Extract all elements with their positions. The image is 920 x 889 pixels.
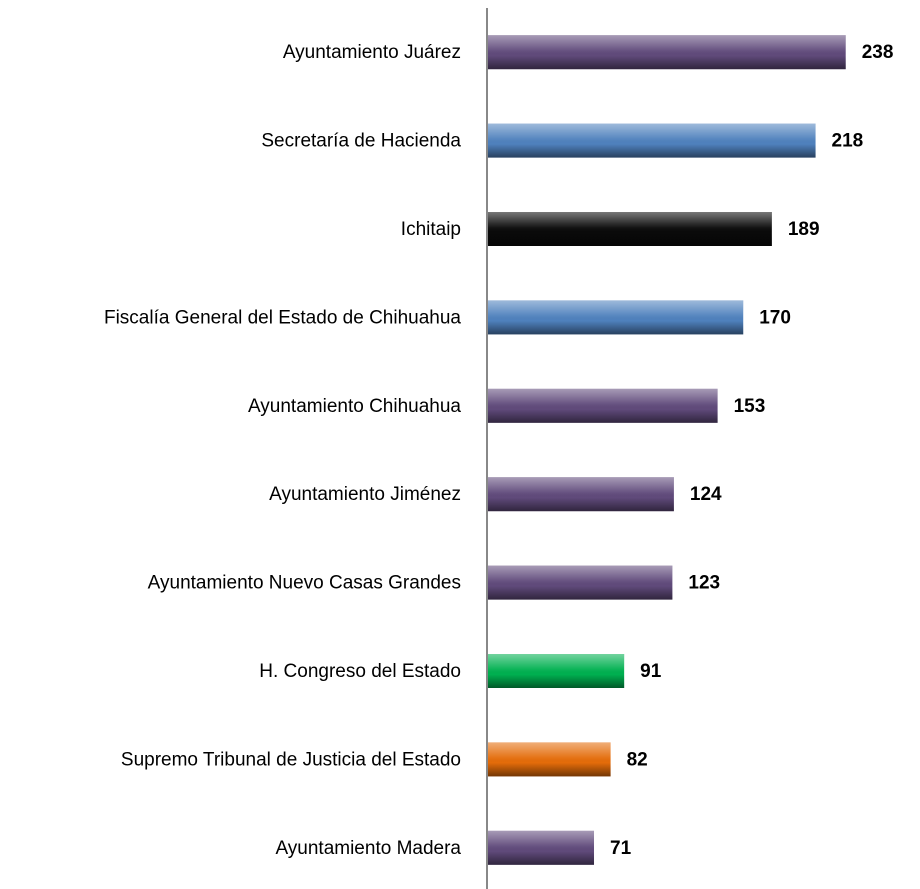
category-label: H. Congreso del Estado xyxy=(259,661,461,682)
category-label: Secretaría de Hacienda xyxy=(261,131,461,152)
value-label: 71 xyxy=(610,838,632,859)
value-label: 238 xyxy=(862,42,894,63)
bar-shine xyxy=(487,830,595,865)
value-label: 153 xyxy=(734,396,766,417)
value-label: 218 xyxy=(832,131,864,152)
category-label: Supremo Tribunal de Justicia del Estado xyxy=(121,749,461,770)
bar-shine xyxy=(487,212,772,246)
category-label: Ichitaip xyxy=(401,219,461,240)
category-label: Ayuntamiento Nuevo Casas Grandes xyxy=(148,573,461,594)
value-label: 189 xyxy=(788,219,820,240)
category-label: Ayuntamiento Chihuahua xyxy=(248,396,461,417)
value-label: 124 xyxy=(690,484,722,505)
value-label: 123 xyxy=(688,573,720,594)
bar-shine xyxy=(487,565,673,600)
bar-shine xyxy=(487,477,674,512)
bar-shine xyxy=(487,388,718,423)
bar-shine xyxy=(487,300,744,335)
category-label: Ayuntamiento Juárez xyxy=(283,42,461,63)
value-label: 91 xyxy=(640,661,662,682)
bar-shine xyxy=(487,654,625,688)
bar-shine xyxy=(487,742,611,777)
category-label: Ayuntamiento Madera xyxy=(275,838,461,859)
bar-shine xyxy=(487,35,846,70)
value-label: 170 xyxy=(759,307,791,328)
category-label: Ayuntamiento Jiménez xyxy=(269,484,461,505)
value-label: 82 xyxy=(627,749,648,770)
category-label: Fiscalía General del Estado de Chihuahua xyxy=(104,307,461,328)
bar-shine xyxy=(487,123,816,158)
